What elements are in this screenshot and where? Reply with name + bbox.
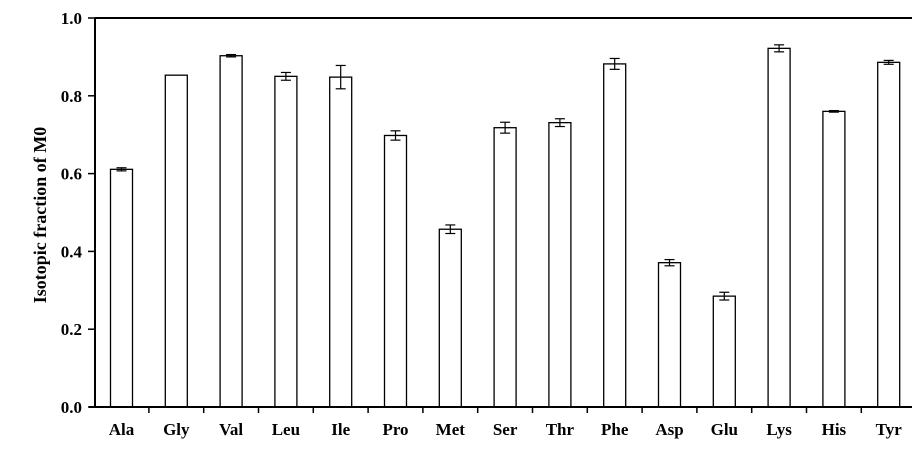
error-bar-phe xyxy=(609,57,620,70)
bar-lys xyxy=(767,47,791,408)
error-bar-met xyxy=(445,224,456,235)
bars xyxy=(109,47,901,408)
y-axis-ticks: 0.0 0.2 0.4 0.6 0.8 1.0 xyxy=(61,9,95,417)
bar-asp xyxy=(657,262,682,408)
x-tick-label-pro: Pro xyxy=(382,420,408,439)
x-tick-label-ile: Ile xyxy=(331,420,350,439)
x-axis-ticks: Ala Gly Val Leu Ile Pro Met Ser Thr Phe Asp Glu Lys H… xyxy=(109,407,902,439)
error-bar-ala xyxy=(116,167,127,172)
bar-met xyxy=(438,228,462,408)
bar-ala xyxy=(109,168,134,408)
error-bar-ser xyxy=(500,121,511,134)
error-bar-tyr xyxy=(883,59,894,65)
x-tick-label-phe: Phe xyxy=(601,420,629,439)
error-bar-glu xyxy=(719,291,730,301)
bar-pro xyxy=(383,134,408,408)
x-tick-label-val: Val xyxy=(219,420,243,439)
bar-tyr xyxy=(877,61,901,408)
y-tick-label: 0.0 xyxy=(61,398,82,417)
bar-thr xyxy=(548,121,572,408)
bar-phe xyxy=(603,63,627,408)
error-bar-ile xyxy=(335,64,346,90)
bar-leu xyxy=(274,75,298,408)
x-tick-label-met: Met xyxy=(436,420,466,439)
x-tick-label-ala: Ala xyxy=(109,420,135,439)
x-tick-label-thr: Thr xyxy=(546,420,575,439)
x-tick-label-ser: Ser xyxy=(493,420,518,439)
y-tick-label: 0.6 xyxy=(61,165,82,184)
error-bar-val xyxy=(226,53,237,58)
error-bar-lys xyxy=(774,44,785,53)
error-bar-asp xyxy=(664,258,675,267)
y-tick-label: 1.0 xyxy=(61,9,82,28)
bar-ile xyxy=(329,76,353,408)
bar-ser xyxy=(493,127,517,408)
bar-glu xyxy=(712,295,736,408)
bar-his xyxy=(822,110,846,408)
x-tick-label-his: His xyxy=(822,420,847,439)
x-tick-label-glu: Glu xyxy=(711,420,738,439)
x-tick-label-tyr: Tyr xyxy=(876,420,903,439)
bar-gly xyxy=(164,74,188,408)
error-bar-leu xyxy=(280,71,291,81)
y-axis-title: Isotopic fraction of M0 xyxy=(30,127,50,303)
error-bar-pro xyxy=(390,130,401,141)
x-tick-label-leu: Leu xyxy=(272,420,300,439)
error-bar-his xyxy=(828,109,839,113)
x-tick-label-lys: Lys xyxy=(766,420,792,439)
error-bars xyxy=(116,44,894,301)
axes xyxy=(89,17,912,408)
y-tick-label: 0.4 xyxy=(61,242,83,261)
y-tick-label: 0.2 xyxy=(61,320,82,339)
error-bar-thr xyxy=(554,118,565,128)
x-tick-label-gly: Gly xyxy=(163,420,190,439)
y-tick-label: 0.8 xyxy=(61,87,82,106)
y-axis-title-group: Isotopic fraction of M0 xyxy=(30,127,50,303)
bar-val xyxy=(219,55,243,408)
x-tick-label-asp: Asp xyxy=(655,420,683,439)
